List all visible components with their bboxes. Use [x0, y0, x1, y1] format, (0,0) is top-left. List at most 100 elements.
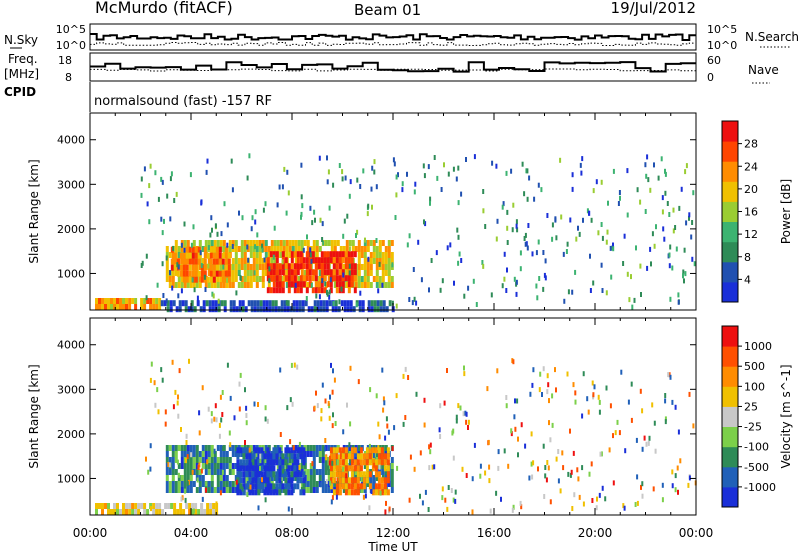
heatmap-cell: [353, 263, 357, 270]
heatmap-cell: [209, 252, 213, 259]
heatmap-cell: [335, 275, 339, 282]
heatmap-cell: [266, 263, 270, 270]
nsearch-line: [90, 42, 696, 46]
nsky-tick-top: 10^5: [56, 23, 86, 36]
heatmap-cell: [147, 469, 150, 475]
y-tick-label: 1000: [57, 267, 85, 280]
heatmap-cell: [593, 384, 596, 390]
heatmap-cell: [219, 394, 222, 400]
heatmap-cell: [211, 306, 215, 313]
heatmap-cell: [225, 463, 229, 469]
heatmap-cell: [566, 371, 569, 377]
heatmap-cell: [207, 258, 211, 264]
heatmap-cell: [347, 465, 351, 472]
heatmap-cell: [513, 414, 516, 420]
heatmap-cell: [165, 246, 169, 252]
heatmap-cell: [606, 229, 609, 235]
heatmap-cell: [258, 246, 262, 252]
heatmap-cell: [395, 393, 398, 399]
heatmap-cell: [571, 506, 574, 511]
heatmap-cell: [261, 258, 265, 264]
heatmap-cell: [285, 300, 288, 306]
heatmap-cell: [266, 459, 270, 466]
heatmap-cell: [671, 483, 674, 489]
colorbar-tick-label: 1000: [744, 340, 772, 353]
heatmap-cell: [381, 463, 385, 469]
heatmap-cell: [515, 291, 518, 297]
heatmap-cell: [292, 445, 295, 451]
heatmap-cell: [218, 258, 222, 265]
heatmap-cell: [323, 269, 327, 276]
heatmap-cell: [693, 261, 696, 267]
heatmap-cell: [326, 291, 329, 297]
heatmap-cell: [145, 295, 148, 301]
heatmap-cell: [519, 250, 522, 256]
heatmap-cell: [401, 187, 404, 193]
heatmap-cell: [222, 264, 225, 270]
heatmap-cell: [197, 270, 201, 277]
heatmap-cell: [240, 451, 244, 457]
heatmap-cell: [242, 477, 246, 484]
heatmap-cell: [325, 306, 329, 313]
heatmap-cell: [224, 252, 228, 259]
heatmap-cell: [321, 457, 325, 463]
heatmap-cell: [242, 483, 246, 490]
heatmap-cell: [685, 163, 688, 169]
heatmap-cell: [360, 264, 364, 270]
heatmap-cell: [343, 306, 347, 313]
heatmap-cell: [297, 240, 301, 246]
heatmap-cell: [392, 157, 395, 163]
heatmap-cell: [213, 416, 216, 422]
heatmap-cell: [281, 251, 285, 258]
heatmap-cell: [651, 231, 654, 237]
heatmap-cell: [379, 306, 383, 313]
heatmap-cell: [231, 187, 234, 193]
heatmap-cell: [215, 246, 219, 253]
heatmap-cell: [340, 300, 344, 307]
heatmap-cell: [107, 503, 110, 509]
heatmap-cell: [273, 475, 277, 481]
heatmap-cell: [317, 263, 321, 270]
heatmap-cell: [612, 246, 615, 252]
heatmap-cell: [546, 460, 549, 465]
heatmap-cell: [116, 509, 119, 515]
heatmap-cell: [278, 275, 282, 282]
heatmap-cell: [149, 443, 152, 449]
heatmap-cell: [299, 471, 303, 478]
heatmap-cell: [254, 447, 258, 454]
heatmap-cell: [465, 157, 467, 162]
heatmap-cell: [573, 492, 576, 498]
heatmap-cell: [261, 477, 263, 483]
heatmap-cell: [302, 275, 306, 282]
heatmap-cell: [446, 506, 449, 512]
heatmap-cell: [277, 306, 281, 313]
heatmap-cell: [174, 282, 178, 288]
heatmap-cell: [645, 173, 648, 179]
heatmap-cell: [152, 503, 156, 509]
heatmap-cell: [296, 453, 300, 460]
heatmap-cell: [302, 281, 306, 288]
heatmap-cell: [210, 445, 214, 451]
heatmap-cell: [149, 377, 152, 383]
heatmap-cell: [350, 453, 354, 460]
heatmap-cell: [327, 445, 331, 451]
heatmap-cell: [367, 306, 371, 313]
heatmap-cell: [227, 270, 231, 277]
heatmap-cell: [374, 465, 378, 472]
heatmap-cell: [255, 282, 259, 288]
heatmap-cell: [264, 246, 268, 252]
heatmap-cell: [338, 299, 341, 305]
heatmap-cell: [300, 463, 304, 469]
colorbar-tick-label: -1000: [744, 481, 776, 494]
heatmap-cell: [455, 418, 458, 424]
heatmap-cell: [249, 252, 253, 258]
heatmap-cell: [383, 483, 387, 490]
heatmap-cell: [347, 477, 351, 484]
heatmap-cell: [366, 276, 370, 282]
heatmap-cell: [600, 262, 603, 268]
heatmap-cell: [261, 276, 265, 282]
heatmap-cell: [424, 489, 427, 495]
heatmap-cell: [220, 231, 223, 237]
heatmap-cell: [290, 453, 294, 460]
heatmap-cell: [134, 509, 138, 515]
